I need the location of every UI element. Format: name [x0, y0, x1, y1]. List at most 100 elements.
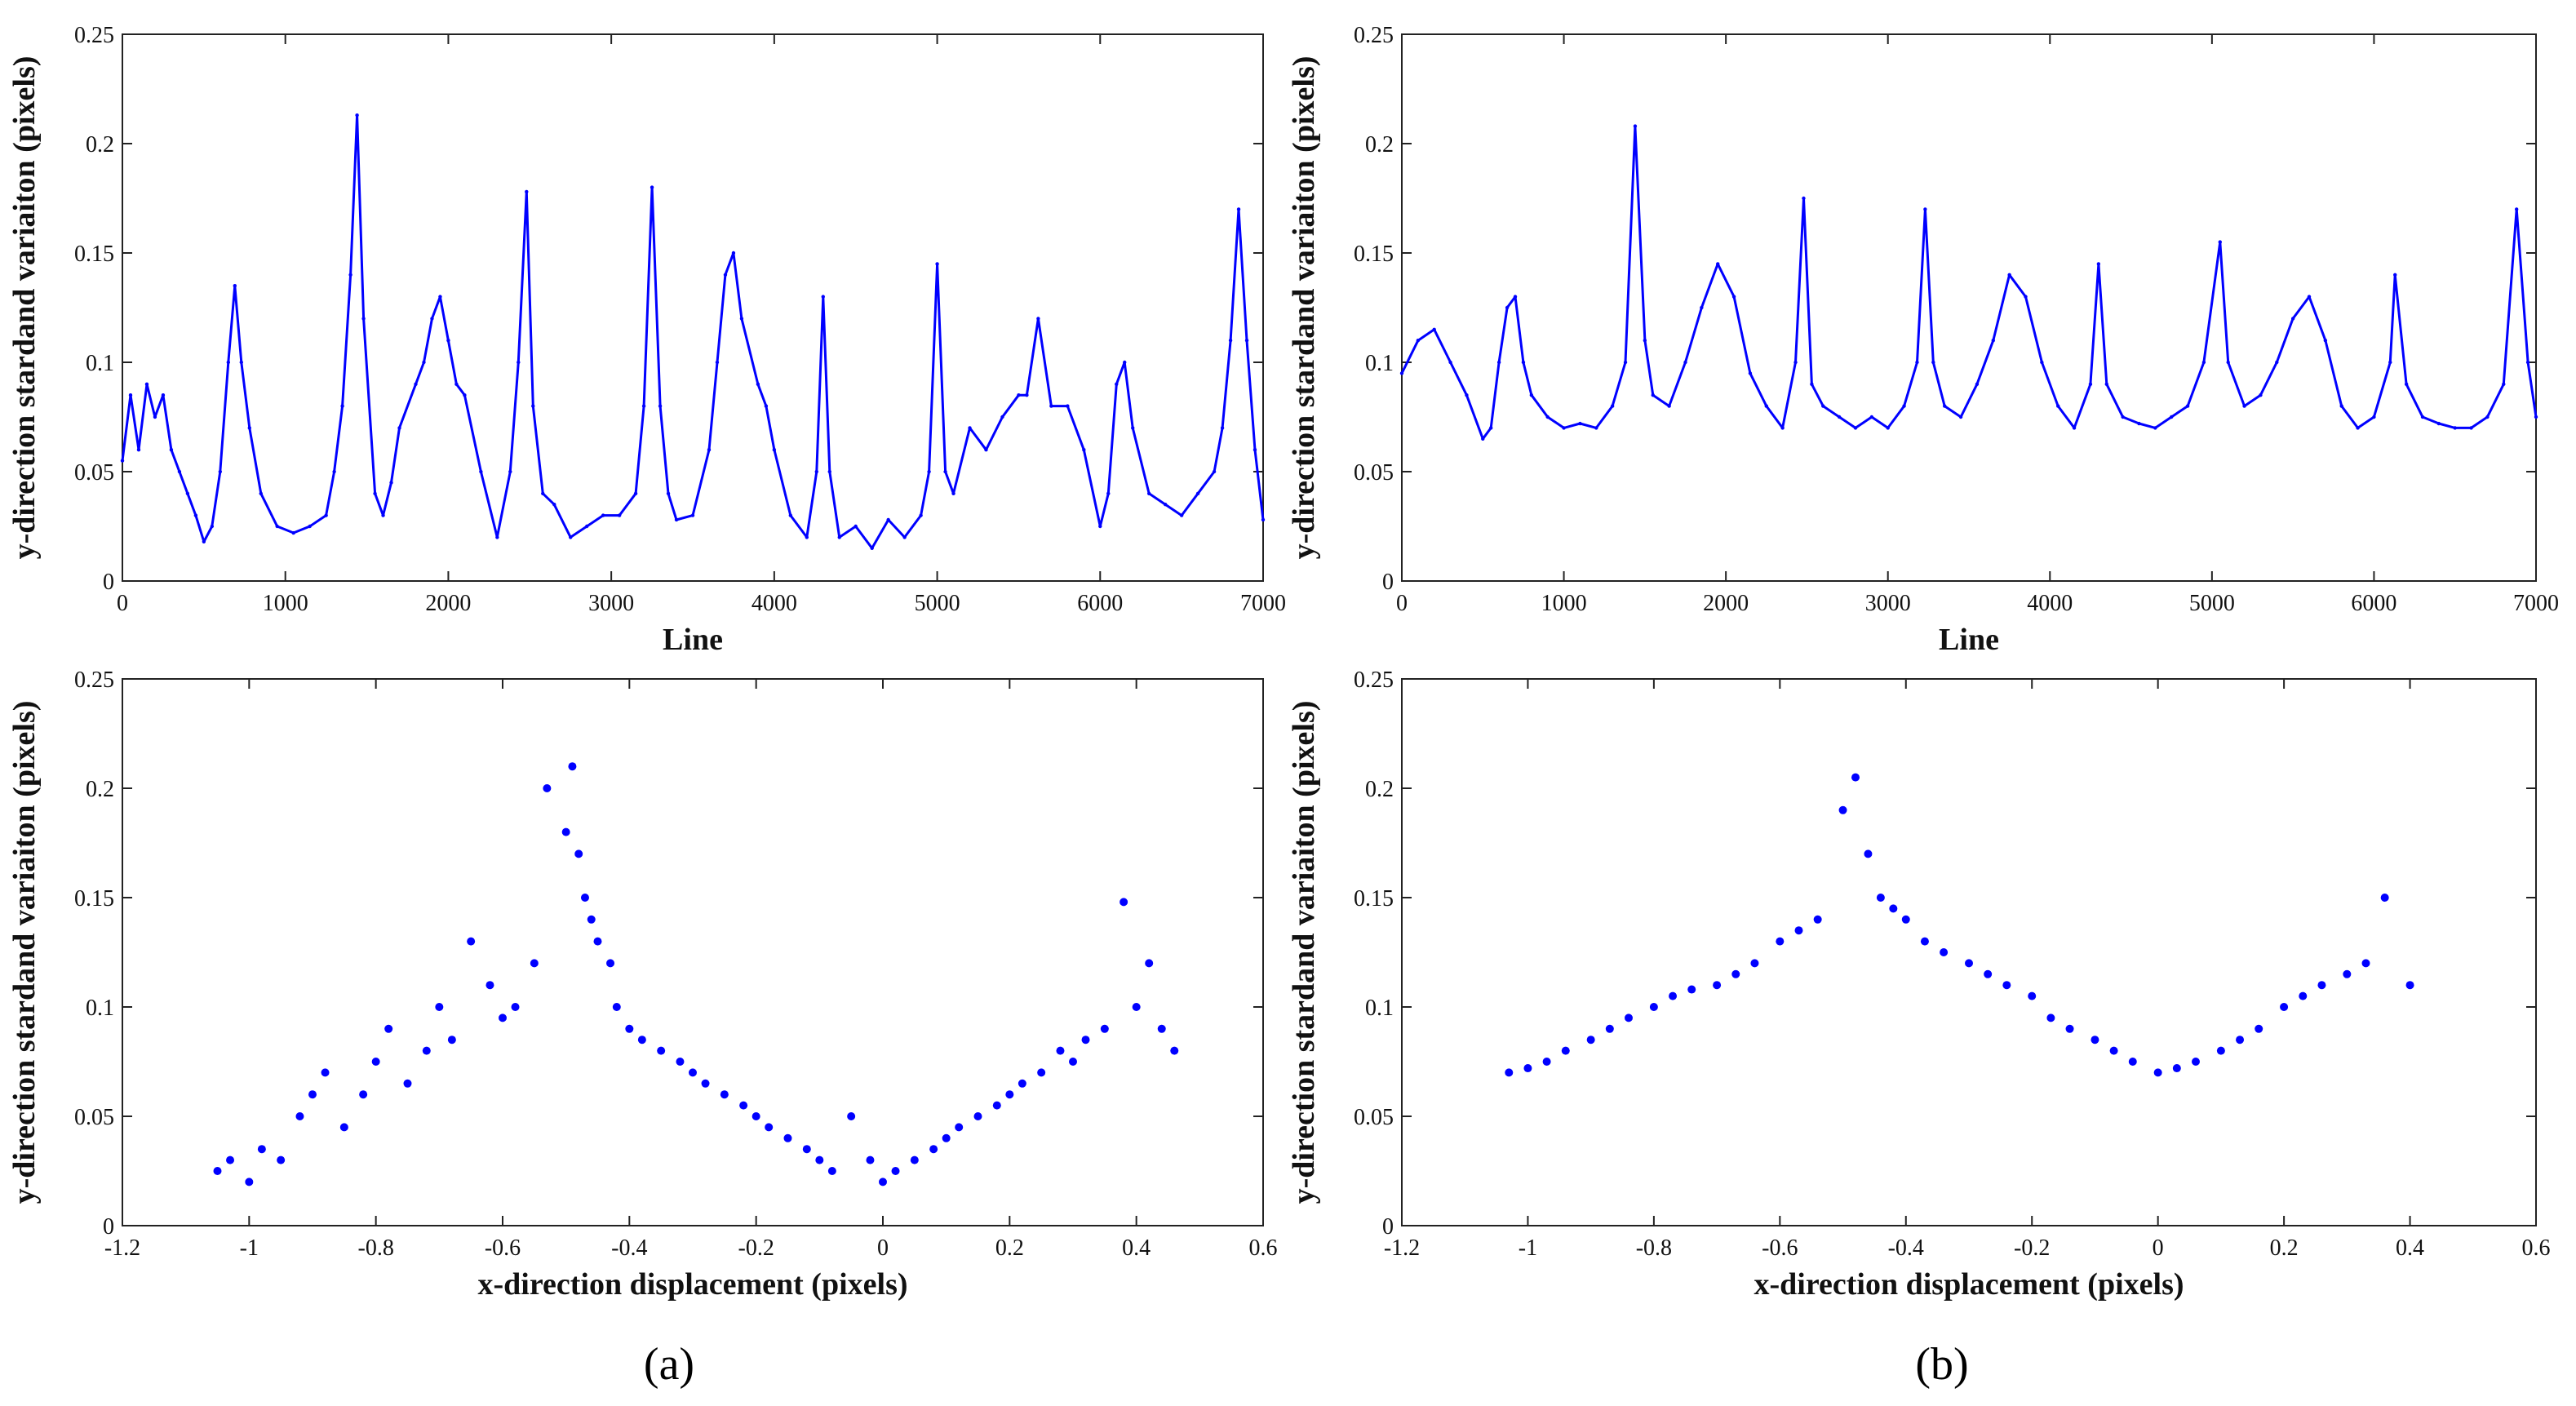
x-tick-label: 4000 [752, 591, 797, 616]
data-point [1416, 339, 1421, 343]
scatter-point [1920, 937, 1929, 946]
data-point [463, 393, 467, 397]
scatter-point [765, 1123, 774, 1132]
data-point [1147, 491, 1151, 495]
data-point [381, 513, 385, 517]
data-point [2056, 404, 2060, 408]
data-point [422, 360, 426, 365]
data-point [764, 404, 769, 408]
scatter-point [403, 1079, 412, 1088]
data-point [1902, 404, 1906, 408]
data-point [2137, 421, 2141, 426]
x-tick-label: 0.6 [2522, 1235, 2551, 1261]
data-point [361, 317, 366, 321]
data-point [531, 404, 535, 408]
scatter-point [1965, 959, 1973, 968]
data-point [259, 491, 263, 495]
data-point [2218, 240, 2222, 244]
x-tick-label: 4000 [2027, 591, 2073, 616]
scatter-point [910, 1155, 919, 1164]
data-point [1123, 360, 1127, 365]
y-tick-label: 0.1 [1365, 996, 1394, 1021]
data-point [919, 513, 923, 517]
scatter-point [467, 937, 476, 946]
data-point [1521, 360, 1526, 365]
data-point [1610, 404, 1615, 408]
data-point [2307, 295, 2312, 299]
data-point [1667, 404, 1671, 408]
x-axis-title: Line [1939, 623, 1999, 657]
y-axis-title: y-direction stardand variaiton (pixels) [1287, 701, 1321, 1204]
scatter-point [2280, 1003, 2289, 1011]
scatter-point [1132, 1003, 1141, 1011]
data-point [805, 535, 809, 539]
scatter-point [657, 1046, 666, 1055]
x-tick-label: 0 [117, 591, 128, 616]
data-point [239, 360, 243, 365]
scatter-point [574, 849, 583, 858]
x-tick-label: -1 [1519, 1235, 1537, 1261]
scatter-point [1750, 959, 1759, 968]
x-tick-label: 1000 [263, 591, 308, 616]
scatter-point [1018, 1079, 1026, 1088]
scatter-point [2091, 1036, 2099, 1045]
data-point [389, 481, 393, 485]
scatter-point [1145, 959, 1154, 968]
y-tick-label: 0.05 [74, 1105, 114, 1130]
data-point [2007, 273, 2011, 277]
x-axis-title: x-direction displacement (pixels) [1754, 1267, 2184, 1302]
data-point [2323, 339, 2328, 343]
data-point [169, 448, 174, 452]
x-tick-label: 7000 [2513, 591, 2559, 616]
scatter-point [1984, 969, 1993, 978]
data-point [1683, 360, 1687, 365]
data-point [1098, 524, 1102, 529]
scatter-point [676, 1058, 685, 1066]
chart-panel-b-line: 0 1000 2000 3000 4000 5000 6000 7000 0 0.05 0.1 0.1… [1287, 23, 2559, 657]
data-point [1082, 448, 1086, 452]
scatter-point [701, 1079, 710, 1088]
data-point [495, 535, 499, 539]
data-point [2153, 426, 2157, 430]
data-point [1562, 426, 1566, 430]
scatter-point [992, 1101, 1001, 1110]
x-tick-label: 5000 [915, 591, 960, 616]
data-point [1115, 382, 1119, 386]
data-point [1529, 393, 1534, 397]
data-point [1220, 426, 1225, 430]
data-point [1886, 426, 1890, 430]
data-point [153, 415, 157, 419]
data-point [202, 539, 206, 543]
data-point [1915, 360, 1919, 365]
scatter-point [815, 1155, 824, 1164]
data-point [332, 469, 336, 474]
y-tick-label: 0.1 [86, 996, 114, 1021]
data-point [968, 426, 972, 430]
scatter-point [1649, 1003, 1658, 1011]
scatter-point [371, 1058, 380, 1066]
data-point [2072, 426, 2077, 430]
scatter-point [561, 827, 570, 836]
scatter-point [339, 1123, 348, 1132]
scatter-point [1864, 849, 1873, 858]
data-point [226, 360, 231, 365]
data-point [1489, 426, 1493, 430]
y-tick-label: 0.15 [74, 886, 114, 911]
y-tick-label: 0 [103, 1214, 114, 1240]
scatter-point [1776, 937, 1785, 946]
scatter-point [1157, 1024, 1166, 1033]
scatter-point [1005, 1090, 1014, 1099]
y-tick-label: 0.15 [74, 242, 114, 267]
data-point [218, 469, 223, 474]
data-point [837, 535, 841, 539]
scatter-point [2405, 981, 2414, 990]
scatter-point [1838, 805, 1847, 814]
data-point [210, 524, 215, 529]
scatter-point [973, 1112, 982, 1120]
chart-panel-b-scatter: -1.2 -1 -0.8 -0.6 -0.4 -0.2 0 0.2 0.4 0.6 0 0.05 0.1… [1287, 668, 2551, 1302]
y-tick-label: 0.05 [1354, 1105, 1394, 1130]
data-point [1821, 404, 1825, 408]
x-tick-label: 0.4 [2396, 1235, 2424, 1261]
data-point [1869, 415, 1874, 419]
scatter-point [308, 1090, 317, 1099]
